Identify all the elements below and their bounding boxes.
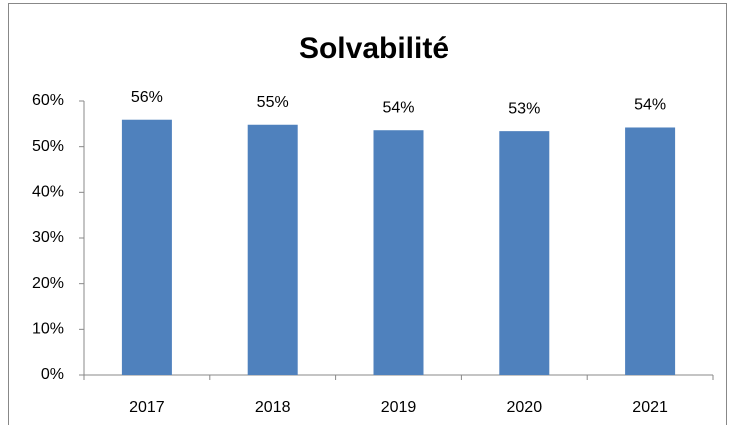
- value-label: 54%: [634, 97, 666, 114]
- bar: [373, 130, 424, 375]
- y-tick-label: 0%: [41, 366, 64, 383]
- value-label: 53%: [508, 100, 540, 117]
- bar: [121, 119, 172, 376]
- bar: [625, 127, 676, 375]
- y-tick-label: 20%: [32, 275, 64, 292]
- bar: [247, 124, 298, 375]
- y-tick-label: 10%: [32, 321, 64, 338]
- value-label: 55%: [257, 94, 289, 111]
- x-tick-label: 2021: [632, 399, 668, 416]
- x-tick-label: 2020: [507, 399, 543, 416]
- x-tick-label: 2018: [255, 399, 291, 416]
- bar: [499, 131, 550, 375]
- value-label: 56%: [131, 89, 163, 106]
- value-label: 54%: [382, 99, 414, 116]
- x-tick-label: 2017: [129, 399, 165, 416]
- y-tick-label: 60%: [32, 92, 64, 109]
- y-tick-label: 40%: [32, 184, 64, 201]
- y-tick-label: 30%: [32, 229, 64, 246]
- chart-title: Solvabilité: [299, 32, 449, 65]
- chart-frame: [8, 3, 727, 425]
- y-tick-label: 50%: [32, 138, 64, 155]
- x-tick-label: 2019: [381, 399, 417, 416]
